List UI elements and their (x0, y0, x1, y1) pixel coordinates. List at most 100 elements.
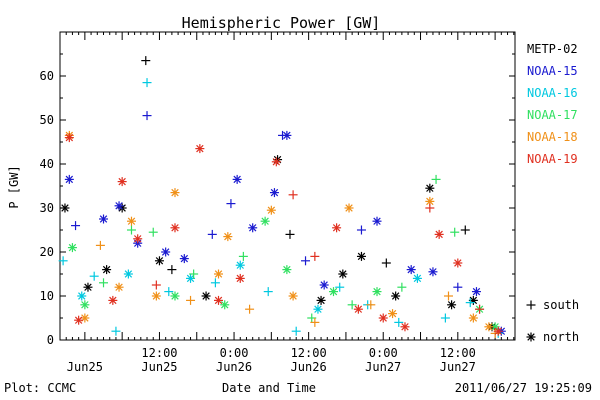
data-point-north (453, 258, 463, 268)
x-tick-label: 12:00 (291, 346, 327, 360)
data-point-north (493, 326, 503, 336)
data-point-north (64, 174, 74, 184)
legend-series-noaa-17: NOAA-17 (527, 108, 578, 122)
data-point-north (102, 265, 112, 275)
x-tick-label: 0:00 (220, 346, 249, 360)
data-point-north (356, 251, 366, 261)
legend-group: METP-02 NOAA-15 NOAA-16 NOAA-17 NOAA-18 NOAA-… (526, 42, 579, 344)
series-noaa-19 (64, 133, 503, 336)
chart-title: Hemispheric Power [GW] (182, 14, 381, 32)
legend-marker-north (526, 332, 536, 342)
series-noaa-15 (64, 111, 506, 336)
data-point-south (450, 227, 460, 237)
data-point-north (170, 188, 180, 198)
data-point-north (378, 313, 388, 323)
data-point-north (133, 234, 143, 244)
data-point-north (319, 280, 329, 290)
data-point-north (484, 322, 494, 332)
data-point-south (99, 278, 109, 288)
data-point-south (189, 269, 199, 279)
data-point-north (372, 216, 382, 226)
data-point-south (58, 256, 68, 266)
legend-series-metp-02: METP-02 (527, 42, 578, 56)
data-point-north (266, 205, 276, 215)
series-metp-02 (60, 56, 497, 332)
x-axis-label: Date and Time (222, 381, 316, 395)
data-point-north (214, 295, 224, 305)
x-tick-date-label: Jun26 (216, 360, 252, 374)
x-tick-label: 0:00 (369, 346, 398, 360)
data-point-north (471, 287, 481, 297)
y-tick-label: 0 (47, 333, 54, 347)
x-tick-label: 12:00 (141, 346, 177, 360)
axes-group: 0102030405060Jun2512:00Jun250:00Jun2612:… (40, 32, 515, 374)
data-point-north (74, 315, 84, 325)
data-point-south (310, 317, 320, 327)
data-point-north (126, 216, 136, 226)
y-tick-label: 30 (40, 201, 54, 215)
data-point-north (60, 203, 70, 213)
x-tick-label: 12:00 (440, 346, 476, 360)
data-point-north (428, 267, 438, 277)
data-point-north (108, 295, 118, 305)
data-point-north (123, 269, 133, 279)
data-point-south (465, 298, 475, 308)
x-tick-date-label: Jun25 (141, 360, 177, 374)
data-point-north (406, 265, 416, 275)
data-point-north (344, 203, 354, 213)
y-tick-label: 60 (40, 69, 54, 83)
data-point-north (151, 291, 161, 301)
data-point-north (316, 295, 326, 305)
x-tick-date-label: Jun25 (67, 360, 103, 374)
data-point-north (269, 188, 279, 198)
data-point-south (151, 280, 161, 290)
data-point-north (179, 254, 189, 264)
series-noaa-17 (67, 174, 500, 332)
data-point-south (142, 78, 152, 88)
data-point-north (282, 265, 292, 275)
data-point-north (400, 322, 410, 332)
data-point-south (186, 295, 196, 305)
data-point-north (77, 291, 87, 301)
data-point-north (328, 287, 338, 297)
data-point-north (434, 229, 444, 239)
legend-series-noaa-15: NOAA-15 (527, 64, 578, 78)
y-tick-label: 20 (40, 245, 54, 259)
footer-plot-credit: Plot: CCMC (4, 381, 76, 395)
data-point-north (170, 223, 180, 233)
data-point-south (310, 251, 320, 261)
data-point-south (164, 287, 174, 297)
data-point-south (475, 304, 485, 314)
data-point-south (126, 225, 136, 235)
data-point-north (154, 256, 164, 266)
data-point-north (235, 260, 245, 270)
data-point-south (443, 291, 453, 301)
data-point-south (89, 271, 99, 281)
data-point-south (347, 300, 357, 310)
x-tick-date-label: Jun26 (291, 360, 327, 374)
series-noaa-16 (58, 78, 503, 338)
y-tick-label: 50 (40, 113, 54, 127)
data-point-north (372, 287, 382, 297)
data-marks-group (58, 56, 506, 338)
y-tick-label: 10 (40, 289, 54, 303)
data-point-north (388, 309, 398, 319)
data-point-south (288, 190, 298, 200)
data-point-north (271, 157, 281, 167)
data-point-south (141, 56, 151, 66)
legend-series-noaa-18: NOAA-18 (527, 130, 578, 144)
data-point-north (99, 214, 109, 224)
data-point-north (391, 291, 401, 301)
data-point-north (412, 273, 422, 283)
data-point-north (332, 223, 342, 233)
data-point-south (335, 282, 345, 292)
data-point-south (210, 278, 220, 288)
data-point-north (288, 291, 298, 301)
data-point-south (440, 313, 450, 323)
data-point-south (111, 326, 121, 336)
data-point-north (353, 304, 363, 314)
data-point-south (148, 227, 158, 237)
data-point-north (223, 232, 233, 242)
data-point-south (431, 174, 441, 184)
data-point-south (226, 199, 236, 209)
